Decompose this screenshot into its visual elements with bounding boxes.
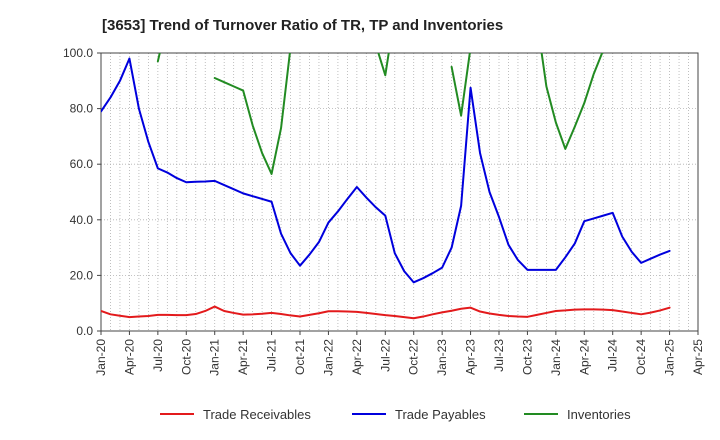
x-tick-label: Jan-23 [435, 339, 449, 376]
x-tick-label: Apr-22 [350, 339, 364, 375]
x-tick-label: Jul-21 [265, 339, 279, 372]
grid-lines [100, 52, 699, 332]
plot-frame [100, 52, 699, 332]
x-tick-label: Oct-21 [293, 339, 307, 375]
series-line-inventories [156, 53, 604, 175]
x-tick-label: Oct-20 [179, 339, 193, 375]
x-tick-label: Apr-21 [236, 339, 250, 375]
x-tick-label: Jul-23 [492, 339, 506, 372]
legend-label-inventories: Inventories [567, 407, 631, 422]
legend-label-trade-receivables: Trade Receivables [203, 407, 311, 422]
x-tick-label: Jul-24 [606, 339, 620, 372]
x-tick-label: Jan-21 [208, 339, 222, 376]
y-tick-label: 80.0 [70, 102, 94, 116]
x-tick-label: Jan-24 [549, 339, 563, 376]
series-line-trade-receivables [101, 305, 671, 320]
x-tick-label: Oct-22 [407, 339, 421, 375]
x-tick-label: Jan-25 [663, 339, 677, 376]
x-tick-label: Jan-22 [321, 339, 335, 376]
y-tick-labels: 0.0 20.0 40.0 60.0 80.0 100.0 [63, 46, 93, 338]
x-tick-label: Apr-25 [691, 339, 705, 375]
x-tick-label: Apr-24 [577, 339, 591, 375]
y-tick-label: 60.0 [70, 157, 94, 171]
y-tick-label: 100.0 [63, 46, 93, 60]
chart-title: [3653] Trend of Turnover Ratio of TR, TP… [102, 17, 503, 34]
legend: Trade Receivables Trade Payables Inventori… [160, 407, 631, 422]
series-lines [101, 53, 671, 320]
x-tick-label: Apr-23 [464, 339, 478, 375]
x-tick-label: Oct-23 [520, 339, 534, 375]
x-tick-labels: Jan-20 Apr-20 Jul-20 Oct-20 Jan-21 Apr-21 Jul-… [94, 339, 705, 376]
y-tick-label: 20.0 [70, 268, 94, 282]
x-tick-label: Jul-22 [378, 339, 392, 372]
axes [97, 52, 699, 335]
x-tick-label: Jul-20 [151, 339, 165, 372]
x-tick-label: Apr-20 [122, 339, 136, 375]
series-line-trade-payables [101, 57, 671, 284]
y-tick-label: 0.0 [76, 324, 93, 338]
x-tick-label: Oct-24 [634, 339, 648, 375]
y-tick-label: 40.0 [70, 213, 94, 227]
x-tick-label: Jan-20 [94, 339, 108, 376]
legend-label-trade-payables: Trade Payables [395, 407, 486, 422]
